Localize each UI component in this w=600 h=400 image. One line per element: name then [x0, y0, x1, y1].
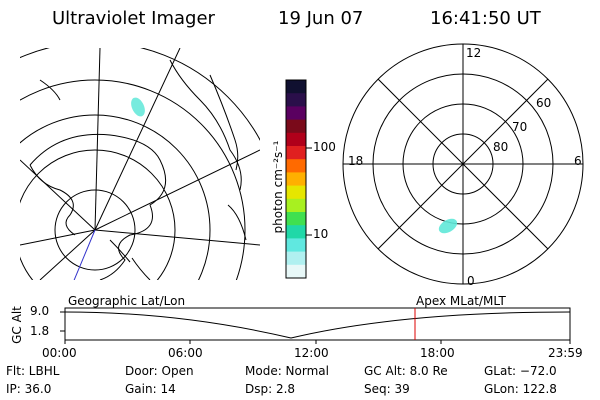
mlt-label-12: 12: [466, 46, 482, 60]
timeline-x-tick-0000: 00:00: [42, 346, 77, 360]
dsp-status: Dsp: 2.8: [245, 382, 296, 396]
date-label: 19 Jun 07: [278, 8, 364, 29]
door-status: Door: Open: [125, 364, 194, 378]
colorbar-segment: [286, 251, 306, 266]
colorbar-segment: [286, 225, 306, 239]
seq-status: Seq: 39: [364, 382, 410, 396]
gain-status: Gain: 14: [125, 382, 176, 396]
colorbar-segment: [286, 185, 306, 200]
gc-alt-status: GC Alt: 8.0 Re: [364, 364, 448, 378]
timeline-x-tick-1800: 18:00: [420, 346, 455, 360]
colorbar-segment: [286, 198, 306, 213]
colorbar-segment: [286, 132, 306, 147]
mlat-label-60: 60: [536, 96, 552, 110]
timeline-y-tick-1-8: 1.8: [30, 324, 50, 338]
timeline-x-tick-2359: 23:59: [548, 346, 583, 360]
colorbar-unit-label: photon cm⁻²s⁻¹: [271, 140, 285, 234]
app-title: Ultraviolet Imager: [52, 8, 215, 29]
colorbar-segment: [286, 172, 306, 187]
colorbar-segment: [286, 80, 306, 94]
colorbar-segment: [286, 106, 306, 121]
glat-status: GLat: −72.0: [484, 364, 557, 378]
magnetic-map: [342, 43, 584, 285]
orbit-timeline: [60, 307, 571, 344]
mlat-label-70: 70: [512, 120, 528, 134]
colorbar-segment: [286, 93, 306, 107]
timeline-x-tick-0600: 06:00: [168, 346, 203, 360]
mode-status: Mode: Normal: [245, 364, 329, 378]
timeline-y-axis-label: GC Alt: [9, 306, 24, 344]
ip-status: IP: 36.0: [6, 382, 52, 396]
timeline-x-tick-1200: 12:00: [294, 346, 329, 360]
time-label: 16:41:50 UT: [430, 8, 541, 29]
colorbar-tick-10: 10: [313, 227, 329, 241]
mlat-label-80: 80: [493, 140, 509, 154]
filter-status: Flt: LBHL: [6, 364, 60, 378]
timeline-right-caption: Apex MLat/MLT: [416, 294, 506, 308]
colorbar-tick-100: 100: [313, 140, 336, 154]
mlt-label-18: 18: [348, 154, 364, 168]
mlt-label-0: 0: [467, 274, 475, 288]
colorbar-segment: [286, 264, 306, 279]
colorbar-segment: [286, 212, 306, 226]
colorbar-segment: [286, 159, 306, 173]
colorbar-segment: [286, 238, 306, 253]
mlt-label-6: 6: [574, 154, 582, 168]
colorbar-segment: [286, 146, 306, 160]
colorbar: [285, 79, 312, 279]
glon-status: GLon: 122.8: [484, 382, 557, 396]
geographic-map: [20, 48, 260, 280]
colorbar-segment: [286, 119, 306, 134]
timeline-y-tick-9: 9.0: [30, 304, 50, 318]
timeline-left-caption: Geographic Lat/Lon: [68, 294, 186, 308]
